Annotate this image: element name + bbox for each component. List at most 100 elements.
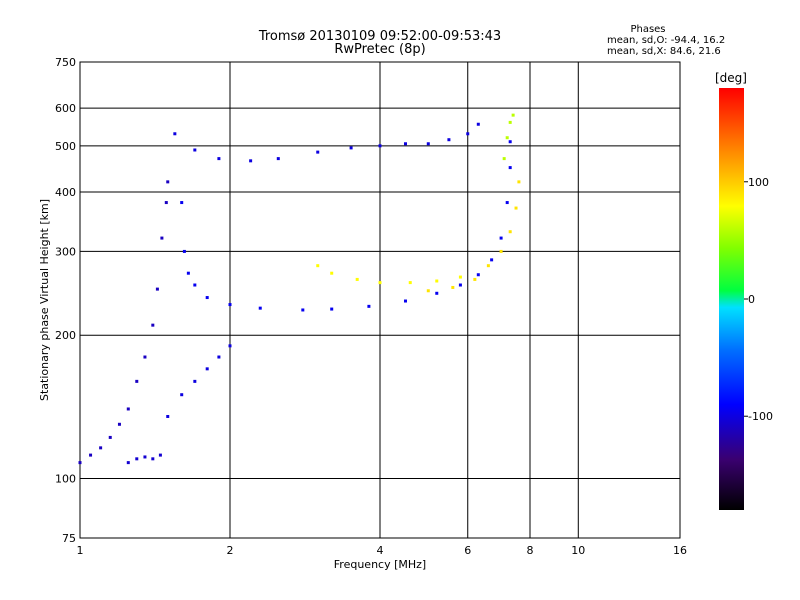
echo-point [330, 307, 334, 311]
echo-point [228, 344, 232, 348]
echo-point [193, 283, 197, 287]
echo-point [517, 180, 521, 184]
y-tick-label: 500 [55, 140, 76, 153]
echo-point [151, 457, 155, 461]
echo-point [117, 422, 121, 426]
echo-point [193, 379, 197, 383]
y-tick-label: 75 [62, 532, 76, 545]
x-tick-label: 1 [77, 544, 84, 557]
echo-point [490, 258, 494, 262]
stats-line-o: mean, sd,O: -94.4, 16.2 [607, 35, 725, 46]
echo-point [249, 159, 253, 163]
echo-point [143, 355, 147, 359]
y-axis-label: Stationary phase Virtual Height [km] [38, 199, 51, 401]
echo-point [180, 201, 184, 205]
echo-point [508, 166, 512, 170]
echo-point [451, 285, 455, 289]
echo-point [458, 275, 462, 279]
echo-point [476, 273, 480, 277]
echo-point [499, 249, 503, 253]
x-tick-label: 4 [377, 544, 384, 557]
echo-point [378, 144, 382, 148]
echo-point [458, 283, 462, 287]
echo-point [205, 296, 209, 300]
echo-point [164, 201, 168, 205]
y-tick-label: 750 [55, 56, 76, 69]
colorbar-ticks: 100 0 -100 [744, 176, 773, 423]
echo-point [126, 407, 130, 411]
x-tick-label: 6 [464, 544, 471, 557]
echo-point [349, 146, 353, 150]
stats-heading: Phases [630, 24, 665, 35]
x-tick-labels: 1 2 4 6 8 10 16 [77, 544, 688, 557]
echo-point [276, 157, 280, 161]
colorbar-tick-label: 0 [748, 293, 755, 306]
echo-point [135, 379, 139, 383]
y-tick-label: 400 [55, 186, 76, 199]
x-tick-label: 8 [527, 544, 534, 557]
echo-point [486, 264, 490, 268]
echo-point [367, 304, 371, 308]
echo-point [186, 271, 190, 275]
echo-point [316, 264, 320, 268]
echo-point [166, 180, 170, 184]
echo-point [316, 150, 320, 154]
y-tick-labels: 75 100 200 300 400 500 600 750 [55, 56, 76, 545]
echo-point [426, 289, 430, 293]
echo-point [182, 249, 186, 253]
echo-point [258, 306, 262, 310]
x-tick-label: 16 [673, 544, 687, 557]
echo-point [508, 230, 512, 234]
echo-point [180, 393, 184, 397]
echo-point [447, 138, 451, 142]
echo-point [476, 122, 480, 126]
echo-point [193, 148, 197, 152]
echo-point [151, 323, 155, 327]
echo-point [217, 355, 221, 359]
grid-layer [80, 62, 680, 538]
echo-point [166, 414, 170, 418]
echo-point [473, 277, 477, 281]
colorbar: [deg] 100 0 -100 [715, 71, 773, 510]
echo-point [511, 113, 515, 117]
echo-point [205, 367, 209, 371]
echo-point [108, 435, 112, 439]
echo-point [403, 142, 407, 146]
echo-point [135, 457, 139, 461]
echo-point [505, 201, 509, 205]
echo-point [435, 279, 439, 283]
y-tick-label: 100 [55, 473, 76, 486]
stats-line-x: mean, sd,X: 84.6, 21.6 [607, 46, 721, 57]
echo-point [143, 455, 147, 459]
points-layer [78, 113, 521, 465]
echo-point [355, 277, 359, 281]
echo-point [502, 157, 506, 161]
echo-point [301, 308, 305, 312]
x-tick-label: 2 [227, 544, 234, 557]
echo-point [408, 281, 412, 285]
y-tick-label: 600 [55, 102, 76, 115]
echo-point [499, 236, 503, 240]
chart-subtitle: RwPretec (8p) [334, 42, 425, 57]
echo-point [89, 453, 93, 457]
colorbar-gradient [719, 88, 744, 510]
echo-point [403, 299, 407, 303]
echo-point [217, 157, 221, 161]
echo-point [126, 461, 130, 465]
echo-point [514, 206, 518, 210]
echo-point [228, 303, 232, 307]
plot-area: 1 2 4 6 8 10 16 75 100 200 300 400 500 600 750 [55, 56, 687, 557]
echo-point [508, 140, 512, 144]
echo-point [435, 291, 439, 295]
echo-point [160, 236, 164, 240]
echo-point [378, 281, 382, 285]
chart-title: Tromsø 20130109 09:52:00-09:53:43 [258, 29, 501, 44]
echo-point [99, 446, 103, 450]
echo-point [155, 287, 159, 291]
echo-point [158, 453, 162, 457]
colorbar-tick-label: 100 [748, 176, 769, 189]
colorbar-label: [deg] [715, 71, 747, 85]
y-tick-label: 300 [55, 245, 76, 258]
echo-point [426, 142, 430, 146]
